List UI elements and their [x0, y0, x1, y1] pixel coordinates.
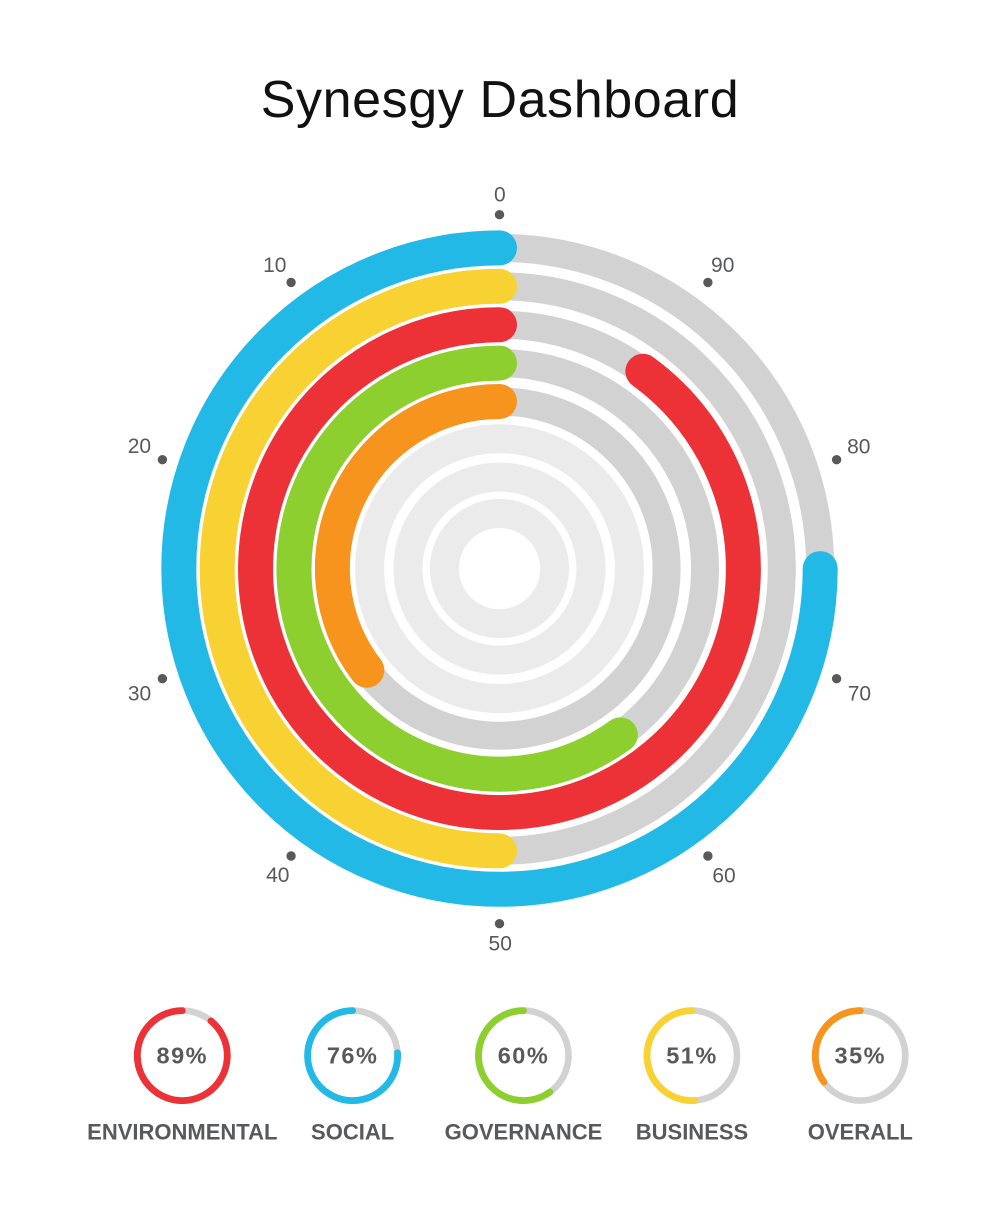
svg-text:60: 60 — [712, 864, 735, 887]
svg-text:BUSINESS: BUSINESS — [636, 1120, 748, 1145]
svg-text:50: 50 — [489, 932, 512, 955]
svg-text:30: 30 — [128, 683, 151, 706]
svg-text:51%: 51% — [666, 1043, 718, 1069]
svg-text:ENVIRONMENTAL: ENVIRONMENTAL — [87, 1120, 277, 1145]
svg-text:0: 0 — [494, 184, 506, 207]
svg-text:10: 10 — [263, 254, 286, 277]
svg-text:89%: 89% — [157, 1043, 209, 1069]
svg-text:70: 70 — [848, 682, 871, 705]
svg-text:80: 80 — [847, 435, 870, 458]
svg-text:OVERALL: OVERALL — [808, 1120, 913, 1145]
svg-text:40: 40 — [266, 864, 289, 887]
svg-text:Synesgy Dashboard: Synesgy Dashboard — [261, 71, 739, 129]
svg-text:60%: 60% — [498, 1043, 550, 1069]
svg-text:35%: 35% — [835, 1043, 887, 1069]
svg-text:76%: 76% — [327, 1043, 379, 1069]
svg-text:90: 90 — [711, 254, 734, 277]
svg-text:20: 20 — [128, 435, 151, 458]
svg-text:GOVERNANCE: GOVERNANCE — [445, 1120, 603, 1145]
svg-text:SOCIAL: SOCIAL — [311, 1120, 394, 1145]
